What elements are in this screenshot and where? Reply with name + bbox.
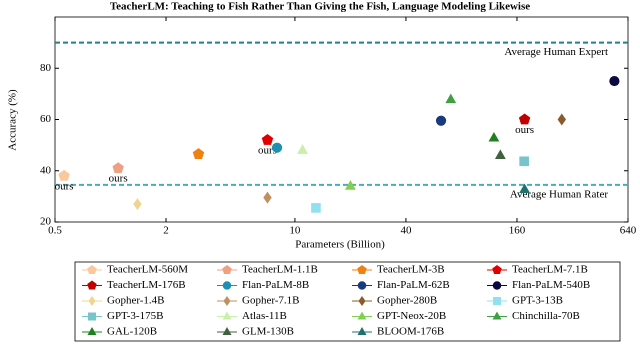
data-point (345, 180, 356, 190)
legend-label: GPT-3-13B (512, 295, 563, 307)
data-point (58, 169, 70, 181)
data-point (271, 142, 283, 153)
annotation: ours (55, 180, 74, 192)
legend-marker (88, 296, 96, 306)
data-point (609, 75, 620, 87)
data-point (519, 156, 529, 167)
y-tick-label: 20 (40, 216, 52, 228)
legend-label: Flan-PaLM-540B (512, 279, 590, 291)
x-axis-label: Parameters (Billion) (295, 239, 385, 251)
legend-marker (87, 280, 97, 290)
y-axis-label: Accuracy (%) (7, 89, 19, 151)
chart-title: TeacherLM: Teaching to Fish Rather Than … (110, 1, 530, 13)
data-point (435, 115, 447, 126)
data-point (133, 198, 142, 211)
legend-label: Gopher-1.4B (107, 295, 165, 307)
x-tick-label: 40 (400, 225, 412, 237)
x-tick-label: 160 (509, 225, 526, 237)
data-point (112, 162, 124, 174)
legend-label: GAL-120B (107, 326, 157, 338)
legend-marker (88, 312, 96, 321)
legend-label: Flan-PaLM-8B (242, 279, 309, 291)
legend-label: GLM-130B (242, 326, 294, 338)
x-tick-label: 2 (163, 225, 169, 237)
data-point (488, 131, 500, 142)
legend-label: GPT-Neox-20B (377, 310, 446, 322)
legend-marker (492, 311, 502, 320)
legend-marker (493, 297, 501, 305)
annotation: ours (515, 124, 534, 136)
reference-label: Average Human Expert (504, 46, 608, 58)
legend-marker (357, 311, 367, 320)
legend-label: Chinchilla-70B (512, 310, 580, 322)
legend-label: GPT-3-175B (107, 310, 163, 322)
data-point (192, 148, 205, 159)
y-tick-label: 40 (40, 164, 52, 176)
data-point (311, 203, 321, 213)
legend-label: TeacherLM-1.1B (242, 264, 318, 276)
legend-label: TeacherLM-560M (107, 264, 188, 276)
reference-label: Average Human Rater (510, 188, 608, 200)
legend-marker (358, 296, 366, 306)
x-tick-label: 0.5 (48, 225, 62, 237)
x-tick-label: 640 (620, 225, 637, 237)
data-point (494, 149, 506, 159)
legend-label: Atlas-11B (242, 310, 287, 322)
data-point (519, 183, 531, 194)
legend-label: TeacherLM-7.1B (512, 264, 588, 276)
legend-box (74, 261, 621, 342)
legend-label: TeacherLM-176B (107, 279, 186, 291)
legend-marker (492, 281, 502, 290)
legend-marker (222, 311, 232, 320)
data-point (445, 93, 457, 104)
data-point (297, 144, 308, 154)
legend-label: Gopher-7.1B (242, 295, 300, 307)
legend-marker (357, 265, 367, 275)
y-tick-label: 80 (40, 62, 52, 74)
legend-marker (357, 327, 367, 335)
data-point (518, 113, 531, 125)
legend-marker (492, 265, 502, 275)
legend-marker (222, 281, 232, 290)
legend-marker (87, 327, 97, 335)
legend-marker (87, 265, 97, 275)
legend-marker (222, 327, 232, 335)
legend-marker (223, 296, 231, 306)
data-point (557, 113, 566, 126)
legend-marker (357, 281, 367, 290)
data-point (263, 191, 272, 204)
legend-label: Flan-PaLM-62B (377, 279, 450, 291)
annotation: ours (109, 173, 128, 185)
y-tick-label: 60 (40, 113, 52, 125)
data-point (261, 134, 274, 145)
legend-label: BLOOM-176B (377, 326, 444, 338)
legend-label: Gopher-280B (377, 295, 437, 307)
x-tick-label: 10 (289, 225, 301, 237)
legend-marker (222, 265, 232, 275)
legend-label: TeacherLM-3B (377, 264, 445, 276)
